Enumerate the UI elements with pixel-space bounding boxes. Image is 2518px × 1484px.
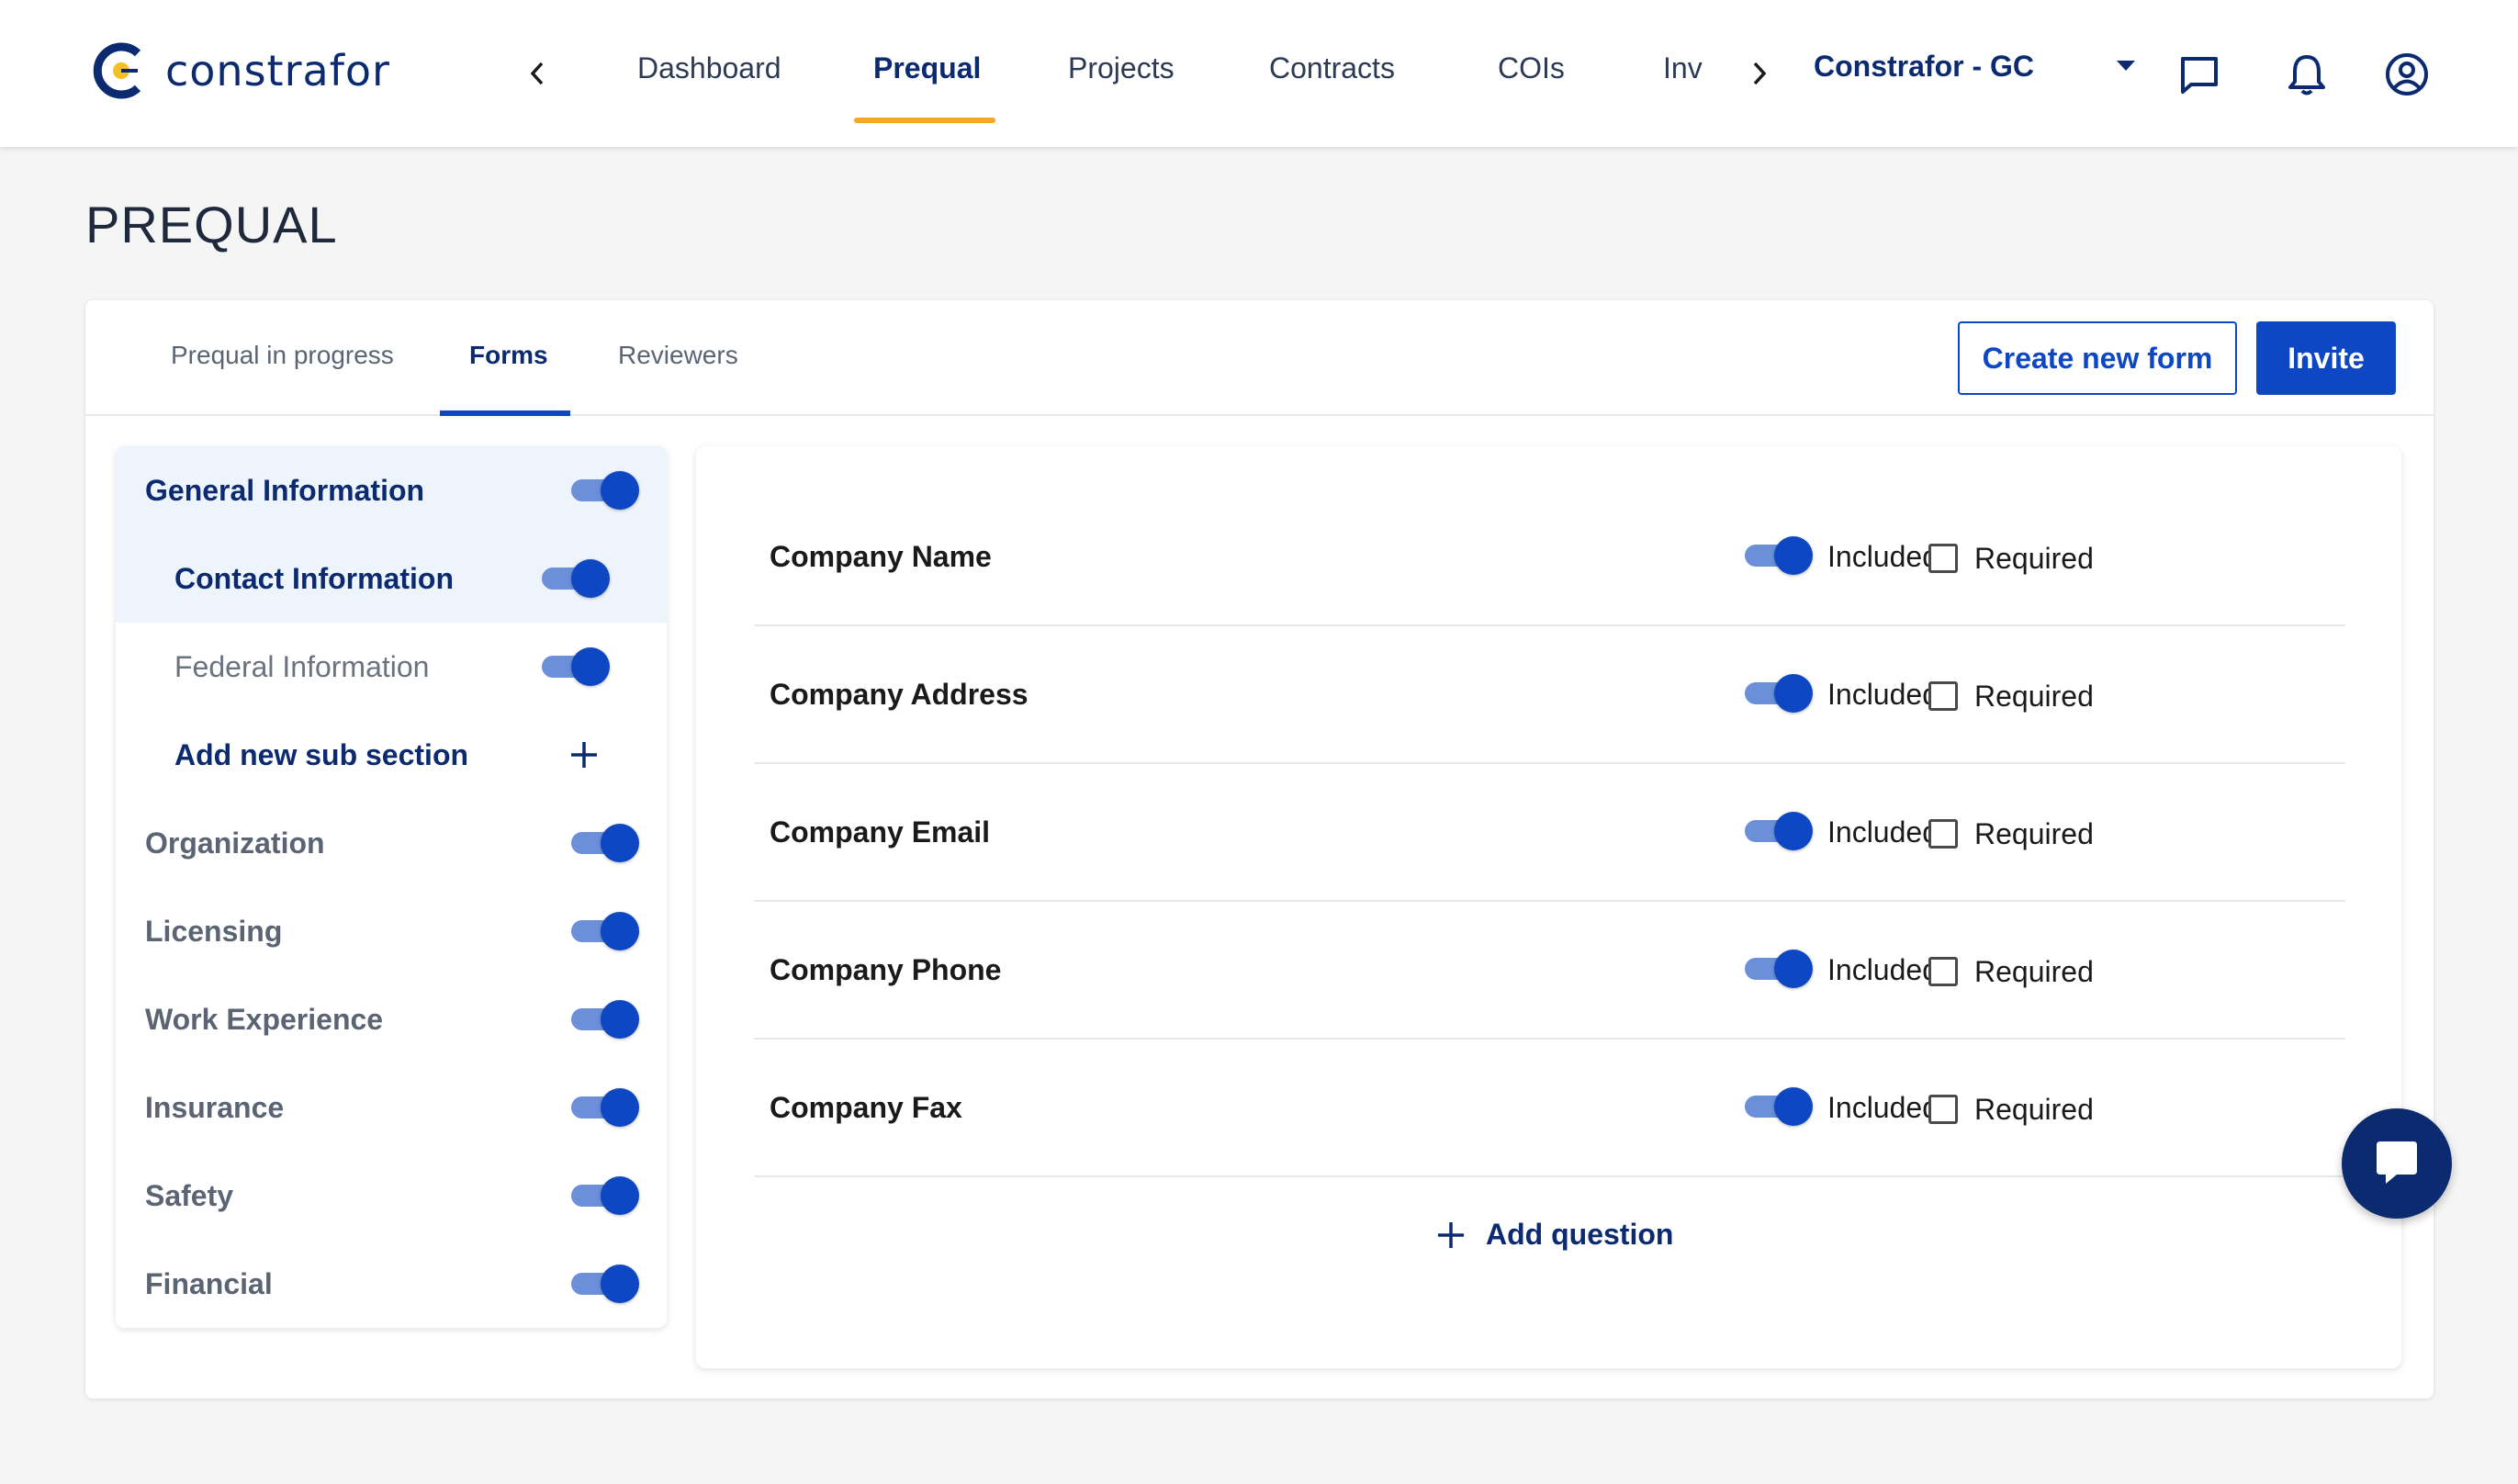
questions-panel: Company Name Included Required Company A… [696,446,2401,1368]
required-label: Required [1974,542,2094,575]
tabs-row: Prequal in progress Forms Reviewers Crea… [85,300,2434,416]
bell-icon[interactable] [2284,51,2330,97]
nav-active-indicator [854,118,995,123]
nav-forward-button[interactable] [1743,53,1776,94]
chat-icon [2377,1141,2417,1184]
required-label: Required [1974,1093,2094,1126]
caret-down-icon[interactable] [2117,61,2135,71]
plus-icon [1438,1221,1464,1248]
sidebar-item-label: Add new sub section [174,738,469,771]
included-toggle[interactable] [1745,812,1813,850]
required-checkbox[interactable] [1928,957,1958,986]
question-label: Company Fax [770,1091,962,1124]
sidebar-item-work-experience[interactable]: Work Experience [116,975,667,1063]
tab-prequal-in-progress[interactable]: Prequal in progress [171,341,394,369]
sidebar-item-safety[interactable]: Safety [116,1152,667,1240]
invite-button[interactable]: Invite [2256,321,2396,395]
sidebar-item-label: Safety [145,1179,234,1212]
included-toggle[interactable] [1745,674,1813,713]
question-label: Company Name [770,540,992,573]
org-switcher[interactable]: Constrafor - GC [1814,50,2034,83]
create-new-form-button[interactable]: Create new form [1958,321,2237,395]
sidebar-item-insurance[interactable]: Insurance [116,1063,667,1152]
included-label: Included [1827,678,1939,711]
logo-text: constrafor [165,46,390,96]
question-label: Company Address [770,678,1029,711]
required-checkbox[interactable] [1928,1095,1958,1124]
sidebar-item-label: Federal Information [174,650,430,683]
tab-active-indicator [440,410,570,416]
required-checkbox[interactable] [1928,819,1958,849]
nav-inv[interactable]: Inv [1663,51,1703,84]
sidebar-item-financial[interactable]: Financial [116,1240,667,1328]
user-icon[interactable] [2384,51,2430,97]
sidebar-item-licensing[interactable]: Licensing [116,887,667,975]
toggle-switch[interactable] [571,1000,639,1039]
plus-icon [571,742,597,768]
toggle-switch[interactable] [571,824,639,862]
required-label: Required [1974,817,2094,850]
nav-dashboard[interactable]: Dashboard [637,51,781,84]
nav-back-button[interactable] [521,53,554,94]
included-label: Included [1827,540,1939,573]
add-question-button[interactable]: Add question [1436,1218,1673,1252]
page-title: PREQUAL [85,196,338,253]
sidebar-item-label: Contact Information [174,562,454,595]
forward-chevron-icon [1753,62,1767,85]
sidebar-item-contact-information[interactable]: Contact Information [116,534,667,623]
chat-support-button[interactable] [2342,1108,2452,1219]
sidebar-item-label: General Information [145,474,425,507]
included-toggle[interactable] [1745,950,1813,988]
included-label: Included [1827,953,1939,986]
included-label: Included [1827,815,1939,849]
tab-reviewers[interactable]: Reviewers [618,341,738,369]
toggle-switch[interactable] [571,471,639,510]
required-checkbox[interactable] [1928,544,1958,573]
question-row: Company Address Included Required [754,626,2345,764]
sidebar-item-organization[interactable]: Organization [116,799,667,887]
nav-projects[interactable]: Projects [1068,51,1175,84]
toggle-switch[interactable] [571,1088,639,1127]
sidebar-item-label: Insurance [145,1091,285,1124]
required-label: Required [1974,680,2094,713]
included-toggle[interactable] [1745,1087,1813,1126]
toggle-switch[interactable] [571,912,639,950]
section-sidebar: General Information Contact Information … [116,446,667,1328]
sidebar-item-label: Licensing [145,915,283,948]
toggle-switch[interactable] [542,559,610,598]
toggle-switch[interactable] [571,1265,639,1303]
top-navigation-bar: constrafor Dashboard Prequal Projects Co… [0,0,2518,147]
included-label: Included [1827,1091,1939,1124]
question-row: Company Phone Included Required [754,902,2345,1040]
sidebar-item-label: Organization [145,826,325,860]
sidebar-item-label: Work Experience [145,1003,384,1036]
sidebar-item-general-information[interactable]: General Information [116,446,667,534]
logo[interactable]: constrafor [90,39,390,103]
back-chevron-icon [530,62,544,85]
nav-cois[interactable]: COIs [1498,51,1565,84]
logo-icon [93,42,141,99]
toggle-switch[interactable] [542,647,610,686]
message-icon[interactable] [2176,51,2222,97]
add-sub-section-button[interactable]: Add new sub section [116,711,667,799]
add-question-label: Add question [1486,1218,1674,1251]
nav-prequal[interactable]: Prequal [873,51,982,84]
sidebar-item-label: Financial [145,1267,273,1300]
tab-forms[interactable]: Forms [469,341,548,369]
nav-contracts[interactable]: Contracts [1269,51,1395,84]
question-row: Company Name Included Required [754,489,2345,626]
required-label: Required [1974,955,2094,988]
required-checkbox[interactable] [1928,681,1958,711]
sidebar-item-federal-information[interactable]: Federal Information [116,623,667,711]
question-row: Company Fax Included Required [754,1040,2345,1177]
question-row: Company Email Included Required [754,764,2345,902]
included-toggle[interactable] [1745,536,1813,575]
question-label: Company Email [770,815,991,849]
toggle-switch[interactable] [571,1176,639,1215]
question-label: Company Phone [770,953,1002,986]
